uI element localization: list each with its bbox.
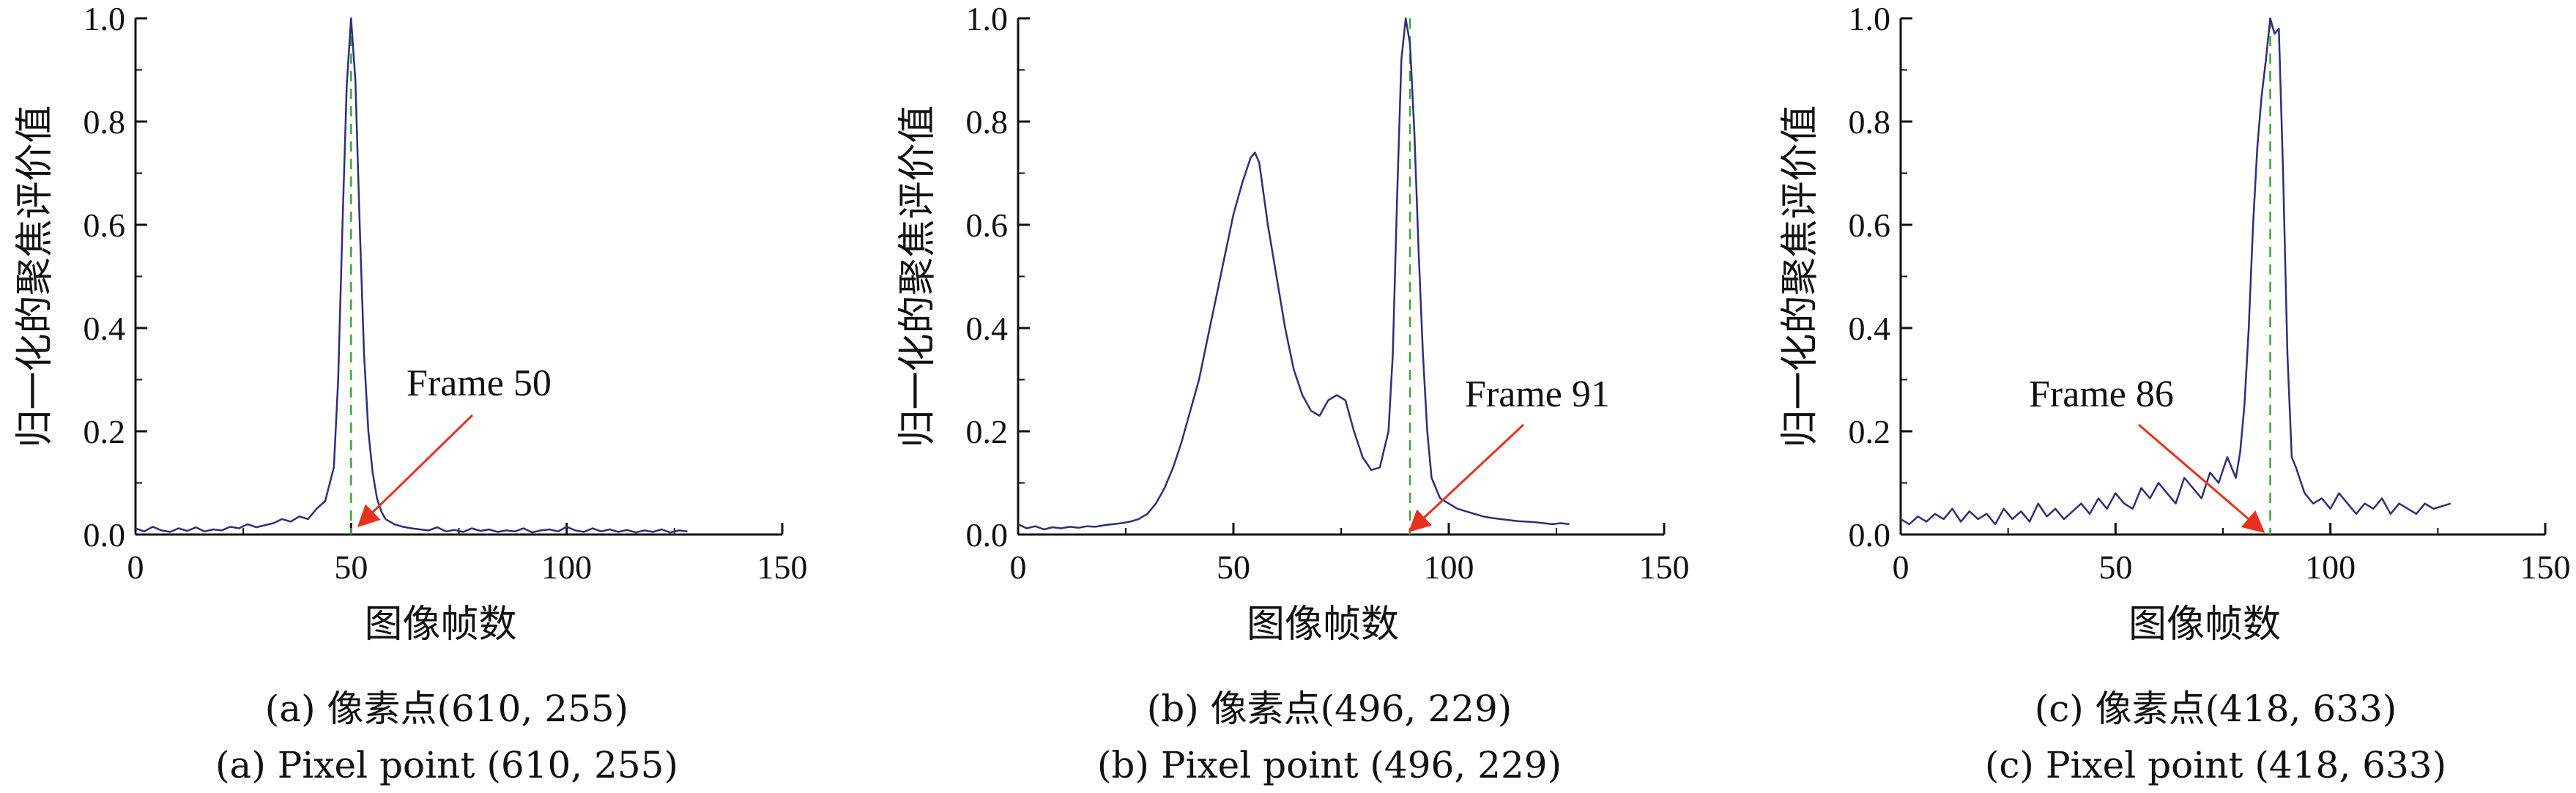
x-tick-label: 50 — [2098, 548, 2132, 586]
x-tick-label: 0 — [1893, 548, 1909, 586]
y-axis-title: 归一化的聚焦评价值 — [1778, 105, 1822, 447]
y-tick-label: 0.4 — [966, 310, 1009, 347]
y-tick-label: 0.2 — [966, 413, 1009, 450]
annotation-arrow — [1408, 423, 1525, 533]
y-tick-label: 0.2 — [83, 413, 126, 450]
y-tick-label: 0.8 — [1849, 103, 1891, 141]
focus-value-series-line — [1017, 17, 1570, 531]
chart-panel-b: 0.0 0.2 0.4 0.6 0.8 1.0 0 50 100 150 Frame 91 归一化的聚… — [896, 0, 1690, 786]
y-tick-label: 1.0 — [83, 0, 126, 37]
x-tick-label: 50 — [1217, 548, 1250, 586]
x-tick-label: 0 — [1010, 548, 1027, 586]
y-tick-label: 0.0 — [83, 516, 126, 554]
y-tick-label: 0.2 — [1849, 413, 1891, 450]
y-axis-title: 归一化的聚焦评价值 — [896, 105, 940, 447]
caption-chinese: (a) 像素点(610, 255) — [265, 688, 628, 730]
x-axis-title: 图像帧数 — [364, 603, 516, 647]
x-axis-title: 图像帧数 — [2128, 603, 2281, 647]
y-tick-label: 0.0 — [966, 516, 1009, 554]
caption-chinese: (b) 像素点(496, 229) — [1147, 688, 1512, 730]
x-tick-label: 50 — [334, 548, 368, 586]
annotation-arrow — [2138, 423, 2265, 533]
x-tick-label: 150 — [2520, 548, 2571, 586]
y-tick-label: 0.6 — [966, 206, 1009, 244]
y-tick-label: 0.4 — [1849, 310, 1891, 347]
y-tick-label: 1.0 — [1849, 0, 1891, 37]
x-tick-label: 150 — [1639, 548, 1690, 586]
annotation-label: Frame 91 — [1465, 373, 1610, 415]
caption-english: (c) Pixel point (418, 633) — [1985, 744, 2446, 786]
chart-panel-c: 0.0 0.2 0.4 0.6 0.8 1.0 0 50 100 150 Frame 86 归一化的聚… — [1778, 0, 2571, 786]
y-tick-label: 1.0 — [966, 0, 1009, 37]
y-axis-title: 归一化的聚焦评价值 — [13, 105, 57, 447]
x-tick-label: 100 — [2305, 548, 2356, 586]
y-tick-label: 0.0 — [1849, 516, 1891, 554]
focus-value-series-line — [1900, 17, 2451, 526]
x-tick-label: 100 — [541, 548, 592, 586]
y-tick-label: 0.6 — [1849, 206, 1891, 244]
annotation-label: Frame 86 — [2029, 373, 2174, 415]
y-tick-label: 0.4 — [83, 310, 126, 347]
caption-english: (b) Pixel point (496, 229) — [1097, 744, 1562, 786]
y-tick-label: 0.6 — [83, 206, 126, 244]
y-tick-label: 0.8 — [966, 103, 1009, 141]
x-tick-label: 100 — [1424, 548, 1474, 586]
x-axis-title: 图像帧数 — [1247, 603, 1399, 647]
caption-english: (a) Pixel point (610, 255) — [215, 744, 678, 786]
chart-panel-a: 0.0 0.2 0.4 0.6 0.8 1.0 0 50 100 150 Frame 50 归一化的聚… — [13, 0, 808, 786]
x-tick-label: 0 — [127, 548, 144, 586]
annotation-arrow — [357, 414, 474, 528]
caption-chinese: (c) 像素点(418, 633) — [2035, 688, 2397, 730]
y-tick-label: 0.8 — [83, 103, 126, 141]
x-tick-label: 150 — [757, 548, 808, 586]
focus-value-series-line — [135, 17, 688, 534]
annotation-label: Frame 50 — [407, 362, 552, 404]
